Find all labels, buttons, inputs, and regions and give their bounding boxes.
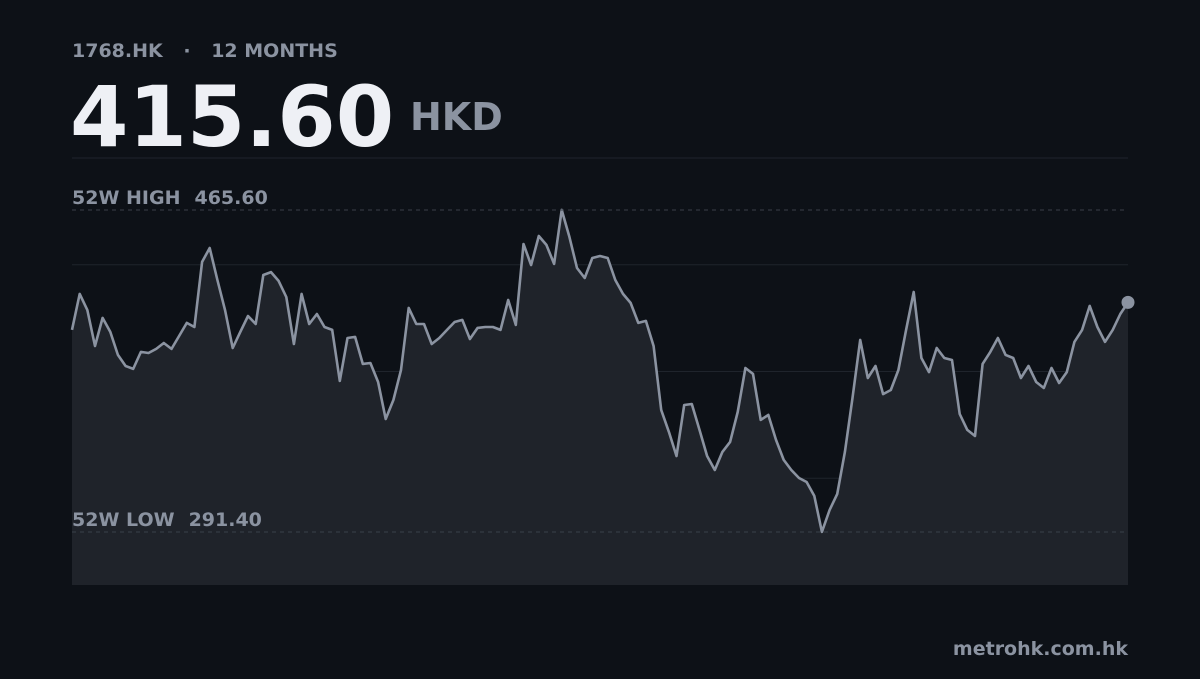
area: [72, 209, 1128, 585]
price-line: [70, 208, 1130, 534]
header-line: 1768.HK · 12 MONTHS: [72, 40, 338, 62]
reference-name: 52W LOW: [72, 509, 175, 531]
currency: HKD: [410, 95, 503, 139]
reference-label: 52W HIGH 465.60: [72, 187, 268, 209]
reference-name: 52W HIGH: [72, 187, 180, 209]
ticker: 1768.HK: [72, 40, 164, 62]
plot: 52W HIGH 465.60 52W LOW 291.40: [70, 157, 1135, 585]
source: metrohk.com.hk: [953, 638, 1128, 660]
last-point: [1121, 295, 1135, 309]
separator: ·: [183, 40, 190, 62]
period: 12 MONTHS: [211, 40, 338, 62]
reference-value: 465.60: [194, 187, 267, 209]
reference-label: 52W LOW 291.40: [72, 509, 262, 531]
price: 415.60: [70, 68, 394, 166]
reference-value: 291.40: [189, 509, 262, 531]
